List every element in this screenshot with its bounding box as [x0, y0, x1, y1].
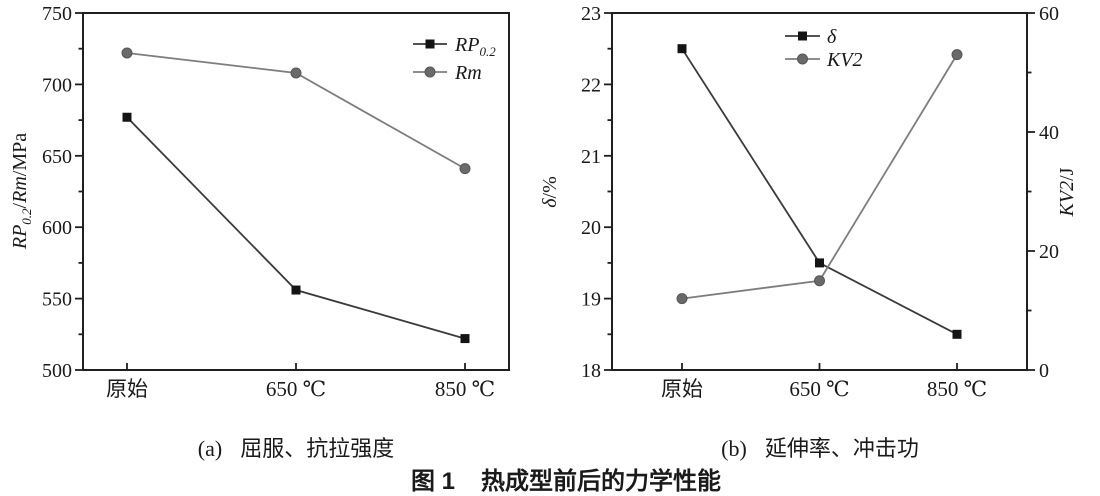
- subcaption-b: (b) 延伸率、冲击功: [570, 431, 1070, 463]
- figure-caption-label: 图 1: [410, 468, 455, 495]
- x-tick-label: 原始: [661, 377, 703, 401]
- y-tick-label: 700: [42, 74, 72, 96]
- y-tick-label: 650: [42, 146, 72, 168]
- series-δ: [677, 44, 962, 339]
- plot-a-legend: RP0.2 Rm: [413, 34, 496, 84]
- y-axis-title-b: δ/%: [539, 176, 561, 208]
- y-tick-label: 600: [42, 217, 72, 239]
- x-tick-label: 原始: [106, 377, 148, 401]
- y-tick-label-right: 20: [1039, 241, 1059, 263]
- y-axis-title-a: RP0.2/Rm/MPa: [9, 133, 34, 250]
- y-tick-label: 19: [581, 289, 601, 311]
- legend-label-KV2: KV2: [826, 49, 863, 71]
- y-tick-label-right: 60: [1039, 3, 1059, 25]
- series-KV2: [676, 49, 963, 305]
- y-tick-label: 18: [581, 360, 601, 382]
- y-tick-label: 21: [581, 146, 601, 168]
- plot-b-y-axis-right: [1027, 12, 1035, 371]
- subcaption-a-text: 屈服、抗拉强度: [240, 436, 395, 461]
- series-Rm: [121, 47, 471, 175]
- subcaption-b-text: 延伸率、冲击功: [764, 436, 919, 461]
- subcaption-a-index: (a): [197, 436, 223, 461]
- y-tick-label: 550: [42, 289, 72, 311]
- y-tick-label: 23: [581, 3, 601, 25]
- x-tick-label: 650 ℃: [789, 377, 849, 401]
- legend-label-RP0.2: RP0.2: [454, 34, 496, 59]
- plot-b: 18 19 20 21 22 23 0 20 40 60 原始 650 ℃ 850 ℃ δ/% KV2/J δ…: [539, 3, 1078, 401]
- y-tick-label: 500: [42, 360, 72, 382]
- legend-label-δ: δ: [827, 26, 837, 48]
- subcaption-b-index: (b): [721, 436, 747, 461]
- y-axis-title-b-right: KV2/J: [1056, 167, 1078, 217]
- subcaption-a: (a) 屈服、抗拉强度: [46, 431, 546, 463]
- figure-caption-text: 热成型前后的力学性能: [481, 468, 721, 495]
- plot-a-x-axis: [126, 363, 466, 370]
- legend-label-Rm: Rm: [454, 62, 482, 84]
- figure-caption: 图 1 热成型前后的力学性能: [16, 461, 1100, 496]
- y-tick-label: 20: [581, 217, 601, 239]
- y-tick-label-right: 0: [1039, 360, 1049, 382]
- plot-b-x-axis: [681, 363, 958, 370]
- x-tick-label: 850 ℃: [927, 377, 987, 401]
- plot-a: 500 550 600 650 700 750 原始 650 ℃ 850 ℃ RP0.2/Rm/M…: [9, 3, 510, 401]
- figure-canvas: 500 550 600 650 700 750 原始 650 ℃ 850 ℃ RP0.2/Rm/M…: [9, 3, 1078, 401]
- x-tick-label: 650 ℃: [266, 377, 326, 401]
- x-tick-label: 850 ℃: [435, 377, 495, 401]
- y-tick-label: 22: [581, 74, 601, 96]
- plot-b-y-axis-left: [604, 12, 612, 371]
- y-tick-label: 750: [42, 3, 72, 25]
- y-tick-label-right: 40: [1039, 122, 1059, 144]
- series-RP0.2: [122, 112, 470, 344]
- plot-a-y-axis-left: [75, 12, 83, 371]
